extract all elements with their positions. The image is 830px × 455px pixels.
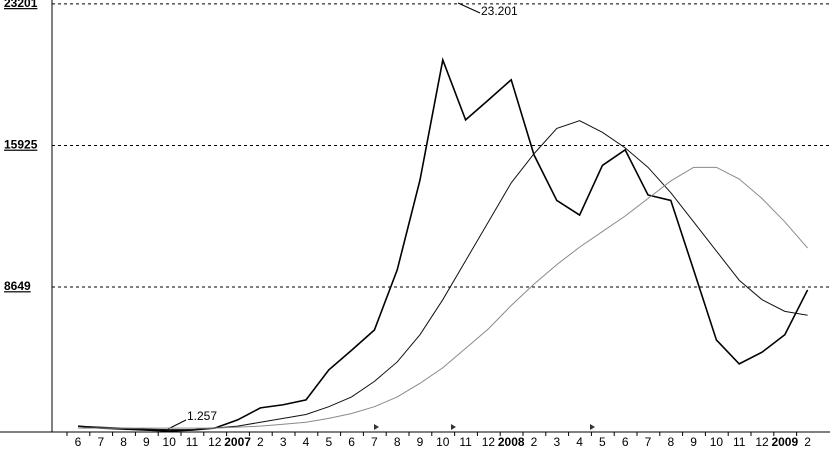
x-tick-label: 2 [531, 435, 538, 449]
x-tick-label: 11 [733, 435, 746, 449]
x-tick-label: 9 [417, 435, 424, 449]
y-tick-label: 8649 [4, 279, 31, 293]
x-tick-label: 4 [303, 435, 310, 449]
y-tick-label: 23201 [4, 0, 38, 10]
x-tick-label: 6 [622, 435, 629, 449]
x-tick-label: 12 [208, 435, 222, 449]
x-tick-label: 3 [280, 435, 287, 449]
x-tick-label: 10 [436, 435, 450, 449]
x-tick-label: 10 [163, 435, 177, 449]
x-tick-label: 8 [120, 435, 127, 449]
x-tick-label: 7 [371, 435, 378, 449]
x-tick-label: 3 [553, 435, 560, 449]
x-tick-label: 2 [257, 435, 264, 449]
annotation-leader [457, 2, 481, 14]
x-tick-label: 2007 [224, 435, 251, 449]
x-tick-label: 8 [394, 435, 401, 449]
x-tick-label: 12 [755, 435, 769, 449]
x-tick-label: 6 [75, 435, 82, 449]
x-tick-label: 12 [482, 435, 496, 449]
x-tick-label: 2009 [771, 435, 798, 449]
x-tick-label: 5 [599, 435, 606, 449]
x-tick-label: 9 [143, 435, 150, 449]
x-tick-label: 2 [804, 435, 811, 449]
x-tick-label: 7 [97, 435, 104, 449]
x-tick-label: 7 [645, 435, 652, 449]
annotation: 23.201 [481, 4, 518, 18]
annotation: 1.257 [187, 409, 217, 423]
price-line [78, 166, 808, 429]
x-tick-label: 2008 [498, 435, 525, 449]
x-tick-label: 8 [667, 435, 674, 449]
x-tick-label: 11 [459, 435, 472, 449]
x-tick-label: 10 [710, 435, 724, 449]
x-tick-label: 5 [325, 435, 332, 449]
x-tick-label: 9 [690, 435, 697, 449]
annotation-leader [167, 419, 187, 430]
x-tick-label: 4 [576, 435, 583, 449]
price-line [77, 120, 808, 431]
y-tick-label: 15925 [4, 138, 38, 152]
x-tick-label: 11 [186, 435, 199, 449]
x-tick-label: 6 [348, 435, 355, 449]
